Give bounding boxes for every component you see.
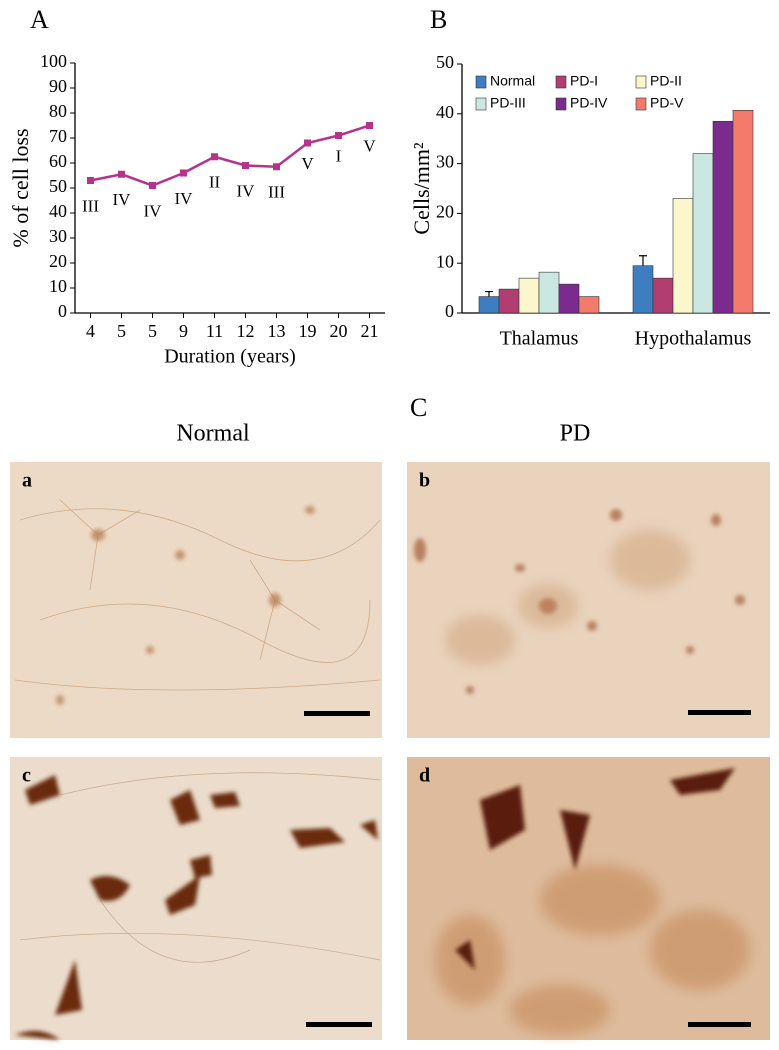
legend-label: PD-V	[650, 95, 684, 111]
bar	[478, 296, 500, 314]
point-label: II	[209, 173, 221, 192]
y-tick-label: 0	[445, 301, 454, 321]
y-tick-label: 20	[49, 251, 67, 271]
micrograph: c	[10, 757, 382, 1040]
y-tick-label: 30	[49, 226, 67, 246]
data-point	[211, 153, 218, 161]
bar	[632, 265, 654, 314]
bar	[558, 283, 580, 314]
data-point	[118, 170, 125, 178]
column-title: PD	[560, 421, 591, 447]
bar	[732, 110, 754, 314]
panel-letter: c	[22, 765, 31, 787]
point-label: IV	[237, 181, 256, 200]
bar	[672, 198, 694, 314]
point-label: III	[268, 183, 285, 202]
y-tick-label: 50	[436, 52, 454, 72]
data-point	[366, 122, 373, 129]
x-tick-label: 19	[299, 321, 317, 341]
bar	[692, 153, 714, 314]
error-bar	[485, 290, 493, 297]
x-tick-label: 13	[268, 321, 286, 341]
panel-letter: a	[22, 470, 32, 492]
x-axis-title: Duration (years)	[164, 346, 296, 368]
legend-label: PD-III	[490, 95, 526, 111]
point-label: IV	[144, 201, 163, 220]
x-tick-label: 5	[117, 321, 126, 341]
x-tick-label: 20	[330, 321, 348, 341]
x-tick-label: 21	[361, 321, 379, 341]
point-label: IV	[113, 190, 132, 209]
legend-label: PD-IV	[570, 95, 608, 111]
y-tick-label: 40	[436, 102, 454, 122]
y-axis-title: Cells/mm²	[409, 142, 434, 235]
panel-letter: C	[410, 393, 427, 422]
bar	[578, 296, 600, 314]
bar	[652, 277, 674, 314]
legend-swatch	[475, 97, 487, 111]
x-tick-label: 5	[148, 321, 157, 341]
data-point	[304, 139, 311, 147]
micrograph: d	[407, 757, 770, 1040]
x-tick-label: 12	[237, 321, 255, 341]
bar	[712, 120, 734, 314]
legend-swatch	[635, 75, 647, 89]
y-tick-label: 10	[436, 251, 454, 271]
data-point	[87, 177, 94, 184]
column-title: Normal	[176, 421, 250, 447]
panel-letter: A	[30, 5, 49, 34]
bar	[498, 288, 520, 314]
point-label: IV	[175, 189, 194, 208]
x-tick-label: 4	[86, 321, 95, 341]
point-label: V	[363, 136, 376, 155]
bar	[538, 271, 560, 314]
legend-swatch	[475, 75, 487, 89]
legend-label: PD-I	[570, 73, 598, 89]
panel-letter: d	[419, 765, 430, 787]
data-point	[273, 163, 280, 171]
x-tick-label: Hypothalamus	[635, 328, 752, 350]
legend-label: Normal	[490, 73, 535, 89]
y-tick-label: 40	[49, 201, 67, 221]
x-tick-label: 9	[179, 321, 188, 341]
y-tick-label: 70	[49, 126, 67, 146]
y-tick-label: 80	[49, 101, 67, 121]
panel-letter: b	[419, 470, 430, 492]
micrograph: a	[10, 462, 382, 738]
y-axis-title: % of cell loss	[8, 128, 33, 247]
point-label: I	[336, 146, 342, 165]
data-line	[90, 124, 370, 187]
data-point	[180, 169, 187, 177]
y-tick-label: 0	[58, 301, 67, 321]
legend-swatch	[555, 97, 567, 111]
y-tick-label: 30	[436, 152, 454, 172]
data-point	[335, 132, 342, 139]
panel-letter: B	[430, 5, 447, 34]
point-label: III	[82, 196, 99, 215]
data-point	[149, 182, 156, 189]
error-bar	[639, 255, 647, 266]
y-tick-label: 90	[49, 76, 67, 96]
point-label: V	[301, 154, 314, 173]
bar	[518, 277, 540, 314]
y-tick-label: 20	[436, 202, 454, 222]
y-tick-label: 10	[49, 276, 67, 296]
y-tick-label: 60	[49, 151, 67, 171]
legend-swatch	[635, 97, 647, 111]
x-tick-label: Thalamus	[500, 328, 579, 350]
y-tick-label: 100	[40, 51, 67, 71]
data-point	[242, 162, 249, 169]
legend-swatch	[555, 75, 567, 89]
micrograph: b	[407, 462, 770, 738]
x-tick-label: 11	[206, 321, 223, 341]
y-tick-label: 50	[49, 176, 67, 196]
legend-label: PD-II	[650, 73, 682, 89]
